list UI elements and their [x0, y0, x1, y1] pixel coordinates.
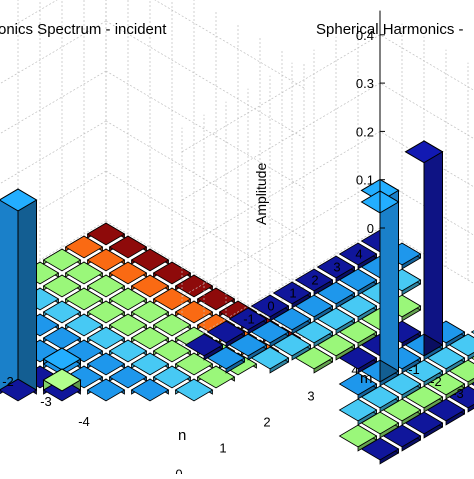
left-grid-hline-right — [106, 121, 304, 238]
right-z-tick: 0.2 — [356, 124, 374, 139]
right-chart-title: Spherical Harmonics - — [316, 21, 464, 38]
right-y-tick: 2 — [311, 273, 318, 288]
left-bar-side — [18, 189, 37, 390]
left-chart-title: onics Spectrum - incident — [0, 21, 167, 38]
right-z-tick: 0.3 — [356, 76, 374, 91]
left-grid-hline-right — [106, 71, 304, 188]
right-zlabel: Amplitude — [253, 163, 269, 225]
left-x-tick: 1 — [219, 441, 226, 456]
left-x-tick: 3 — [307, 389, 314, 404]
right-z-tick: 0.1 — [356, 173, 374, 188]
right-y-tick: 1 — [289, 286, 296, 301]
right-bar-front — [380, 191, 399, 371]
right-x-tick: -3 — [452, 386, 464, 401]
right-y-tick: 3 — [333, 260, 340, 275]
left-grid-hline — [0, 21, 106, 138]
right-x-tick: -1 — [408, 362, 420, 377]
right-y-tick: -1 — [243, 312, 255, 327]
left-xlabel: n — [178, 427, 186, 444]
right-bar-front — [424, 141, 443, 345]
left-x-tick: 0 — [175, 467, 182, 475]
left-x-tick: 2 — [263, 415, 270, 430]
left-grid-hline — [0, 71, 106, 188]
left-grid-hline-right — [106, 21, 304, 138]
left-grid-hline — [0, 0, 106, 88]
right-ylabel: m — [360, 370, 373, 387]
left-y-tick: -3 — [40, 394, 52, 409]
left-y-tick: -2 — [2, 374, 14, 389]
right-y-tick: 4 — [355, 247, 362, 262]
left-y-tick: -4 — [78, 414, 90, 429]
right-y-tick: 0 — [267, 299, 274, 314]
left-grid-hline-right — [106, 0, 304, 88]
right-z-tick: 0 — [367, 221, 374, 236]
left-bar-front — [0, 189, 18, 390]
right-x-tick: -2 — [430, 374, 442, 389]
